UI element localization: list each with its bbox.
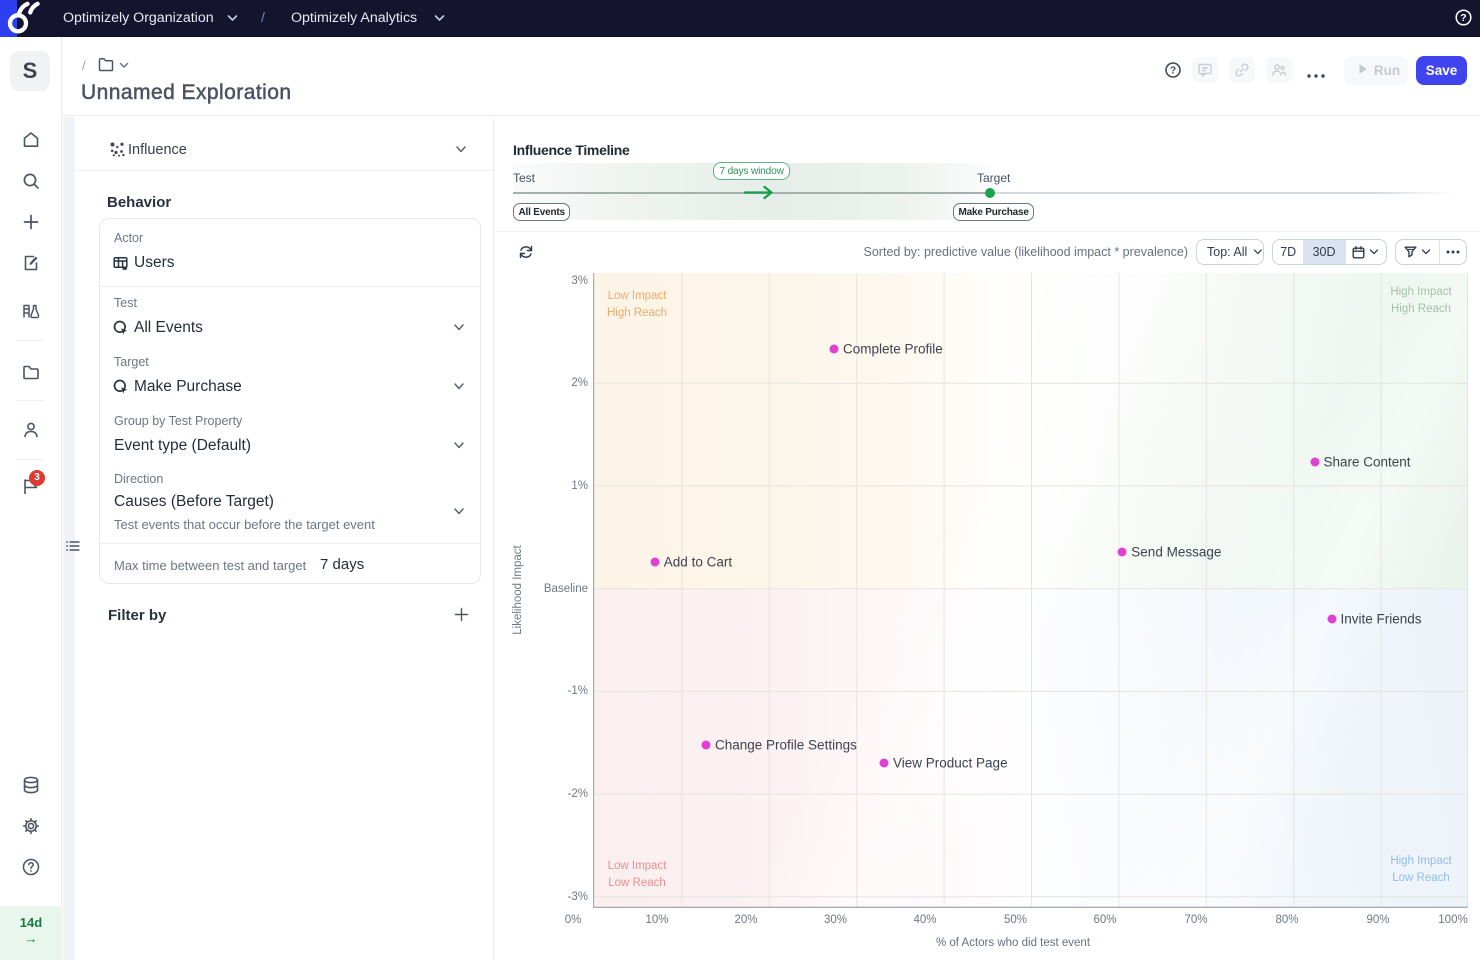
svg-text:?: ? — [1460, 12, 1466, 24]
svg-text:Likelihood Impact: Likelihood Impact — [512, 544, 524, 634]
svg-text:?: ? — [1170, 66, 1176, 77]
